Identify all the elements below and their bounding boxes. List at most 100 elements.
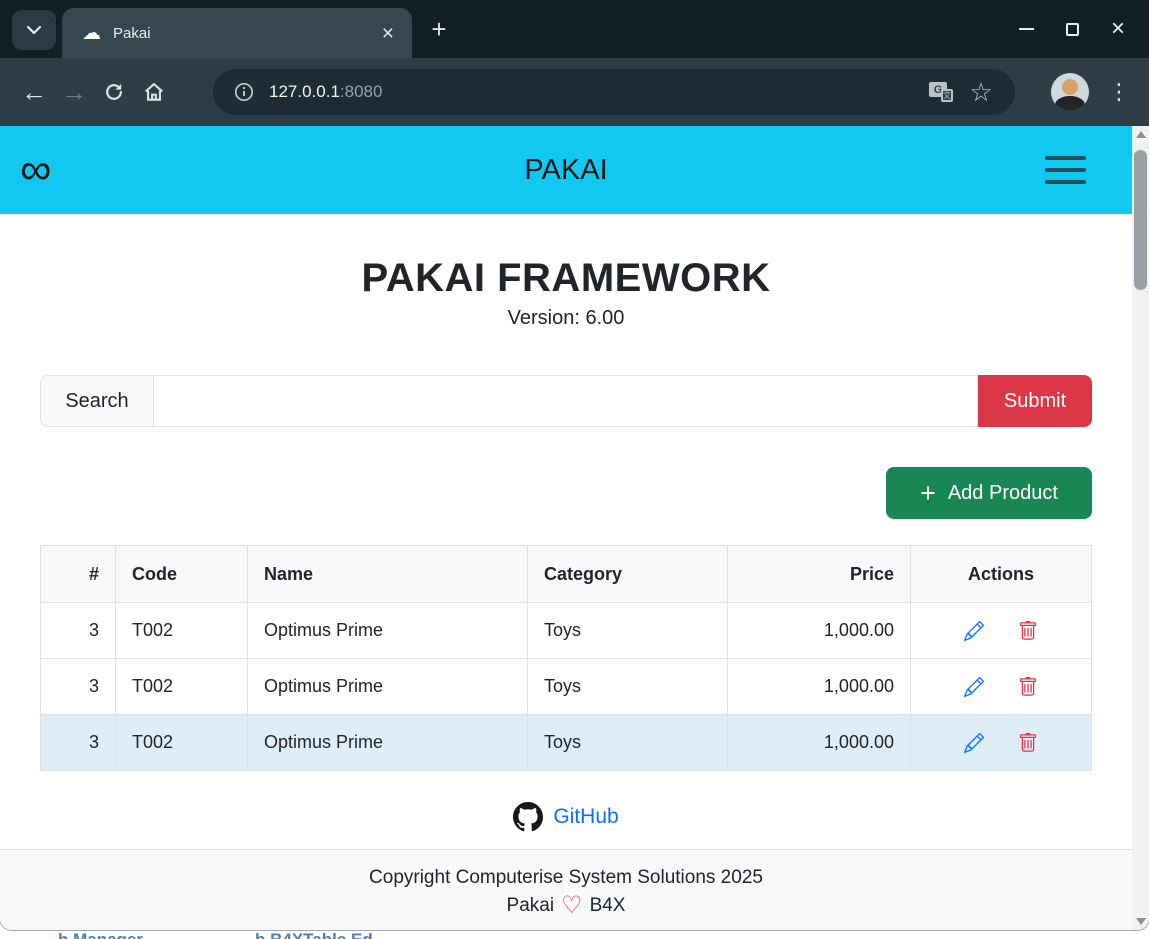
credit-line: Pakai ♡ B4X [0, 894, 1132, 918]
window-controls: × [1003, 0, 1141, 58]
hamburger-bar [1045, 168, 1086, 172]
hamburger-menu-button[interactable] [1045, 156, 1086, 184]
credit-suffix: B4X [589, 895, 626, 916]
delete-button[interactable] [1004, 733, 1052, 753]
cell-category: Toys [527, 658, 728, 715]
profile-avatar[interactable] [1051, 73, 1089, 111]
table-row-selected[interactable]: 3 T002 Optimus Prime Toys 1,000.00 [40, 714, 1092, 771]
cell-actions [910, 714, 1092, 771]
scroll-up-button[interactable] [1132, 126, 1149, 143]
infinity-logo-icon[interactable]: ∞ [20, 145, 52, 195]
credit-prefix: Pakai [506, 895, 555, 916]
scroll-down-arrow-icon [1135, 918, 1146, 925]
cell-actions [910, 602, 1092, 659]
hamburger-bar [1045, 156, 1086, 160]
delete-button[interactable] [1004, 677, 1052, 697]
window-minimize-button[interactable] [1003, 0, 1049, 58]
address-bar[interactable]: 127.0.0.1:8080 G 文 ☆ [213, 69, 1015, 115]
reload-icon [106, 83, 122, 100]
edit-button[interactable] [950, 733, 998, 754]
star-icon: ☆ [969, 77, 993, 107]
scrollbar-thumb[interactable] [1134, 150, 1147, 290]
tab-close-icon[interactable]: × [381, 21, 394, 45]
search-group: Search Submit [40, 375, 1092, 427]
submit-button[interactable]: Submit [978, 375, 1092, 427]
trash-icon [1019, 621, 1036, 640]
edit-button[interactable] [950, 621, 998, 642]
cell-price: 1,000.00 [727, 602, 911, 659]
cell-category: Toys [527, 714, 728, 771]
web-page: ∞ PAKAI PAKAI FRAMEWORK Version: 6.00 Se… [0, 126, 1132, 930]
chevron-down-icon [26, 25, 42, 35]
page-scrollbar[interactable] [1132, 126, 1149, 930]
add-product-label: Add Product [947, 481, 1058, 504]
pencil-icon [964, 621, 985, 642]
site-navbar: ∞ PAKAI [0, 126, 1132, 214]
github-icon [513, 802, 544, 832]
avatar-head [1062, 79, 1078, 95]
cell-code: T002 [115, 602, 248, 659]
search-input[interactable] [154, 375, 978, 427]
github-link[interactable]: GitHub [553, 805, 619, 828]
browser-toolbar: ← → 127.0.0.1:8080 [0, 58, 1149, 126]
tab-search-button[interactable] [12, 10, 56, 50]
home-icon [145, 83, 163, 101]
home-button[interactable] [134, 72, 174, 112]
new-tab-button[interactable]: + [431, 13, 447, 44]
products-table: # Code Name Category Price Actions 3 T00… [40, 545, 1092, 771]
column-header-price: Price [727, 545, 911, 603]
back-button[interactable]: ← [21, 76, 47, 107]
page-title: PAKAI FRAMEWORK [361, 256, 771, 300]
forward-button[interactable]: → [61, 76, 87, 107]
column-header-num: # [40, 545, 116, 603]
cell-num: 3 [40, 714, 116, 771]
reload-button[interactable] [94, 72, 134, 112]
search-label: Search [40, 375, 154, 427]
cell-actions [910, 658, 1092, 715]
github-row: GitHub [40, 795, 1092, 839]
copyright-text: Copyright Computerise System Solutions 2… [369, 867, 763, 888]
browser-titlebar: ☁ Pakai × + × [0, 0, 1149, 58]
browser-tab[interactable]: ☁ Pakai × [62, 8, 412, 58]
scroll-down-button[interactable] [1132, 913, 1149, 930]
cell-num: 3 [40, 658, 116, 715]
cell-code: T002 [115, 658, 248, 715]
cell-price: 1,000.00 [727, 658, 911, 715]
delete-button[interactable] [1004, 621, 1052, 641]
navbar-title: PAKAI [524, 153, 608, 186]
bookmark-button[interactable]: ☆ [961, 72, 1001, 112]
close-icon: × [1110, 15, 1125, 42]
plus-icon: + [920, 477, 936, 508]
page-footer: Copyright Computerise System Solutions 2… [0, 849, 1132, 930]
column-header-category: Category [527, 545, 728, 603]
browser-menu-button[interactable]: ⋮ [1108, 79, 1130, 104]
column-header-name: Name [247, 545, 528, 603]
cell-price: 1,000.00 [727, 714, 911, 771]
cell-num: 3 [40, 602, 116, 659]
translate-button[interactable]: G 文 [921, 72, 961, 112]
cell-name: Optimus Prime [247, 658, 528, 715]
table-header: # Code Name Category Price Actions [40, 545, 1092, 603]
cell-code: T002 [115, 714, 248, 771]
trash-icon [1019, 677, 1036, 696]
avatar-body [1055, 96, 1085, 111]
scroll-up-arrow-icon [1135, 131, 1146, 138]
hamburger-bar [1045, 180, 1086, 184]
site-info-button[interactable] [233, 81, 255, 103]
cell-category: Toys [527, 602, 728, 659]
window-maximize-button[interactable] [1049, 0, 1095, 58]
table-row[interactable]: 3 T002 Optimus Prime Toys 1,000.00 [40, 658, 1092, 715]
edit-button[interactable] [950, 677, 998, 698]
info-icon [234, 82, 254, 102]
version-label: Version: 6.00 [507, 307, 625, 329]
desktop-background-text: h Manager b B4XTable Ed [0, 929, 1149, 939]
pencil-icon [964, 677, 985, 698]
tab-title: Pakai [113, 24, 151, 42]
table-row[interactable]: 3 T002 Optimus Prime Toys 1,000.00 [40, 602, 1092, 659]
page-viewport: ∞ PAKAI PAKAI FRAMEWORK Version: 6.00 Se… [0, 126, 1149, 930]
cloud-favicon-icon: ☁ [82, 22, 101, 44]
pencil-icon [964, 733, 985, 754]
add-product-button[interactable]: + Add Product [886, 467, 1092, 519]
window-close-button[interactable]: × [1095, 0, 1141, 58]
